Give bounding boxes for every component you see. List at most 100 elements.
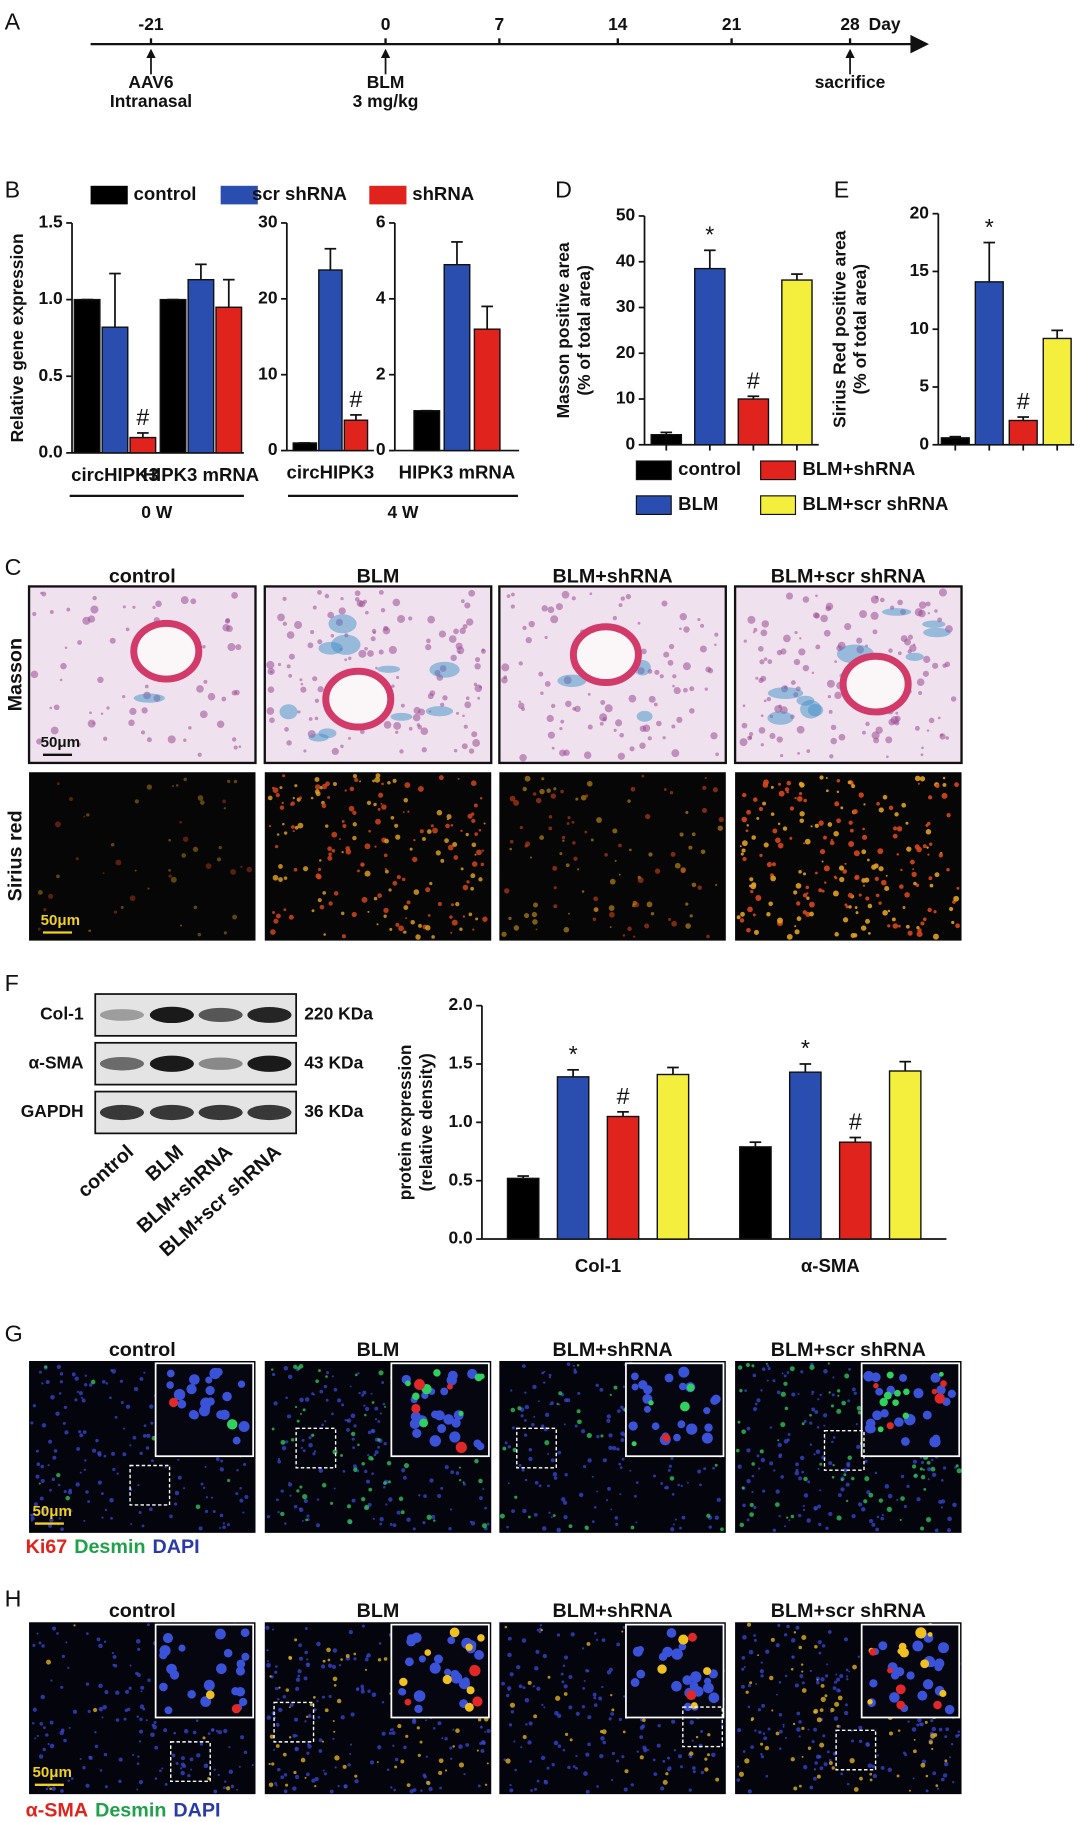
nucleus [486,1522,490,1526]
tissue-cell [90,605,99,614]
bar [650,433,683,446]
nucleus [277,1767,281,1772]
y-tick-label: 15 [910,260,930,280]
tissue-cell [700,623,705,628]
tissue-cell [464,701,472,709]
nucleus [67,1779,70,1782]
sirius-stain [746,927,751,933]
sirius-stain [361,863,364,867]
tissue-cell [89,711,92,715]
sirius-stain [413,889,420,895]
event-label: sacrifice [815,72,886,92]
nucleus [332,1648,338,1653]
nucleus [316,1498,320,1501]
nucleus [332,1737,335,1741]
nucleus [316,1700,319,1703]
nucleus [163,1728,168,1733]
tissue-cell [565,700,572,708]
desmin [750,1717,755,1721]
sirius-stain [865,918,870,924]
nucleus [509,1783,512,1787]
sirius-stain [922,917,927,922]
inset-nucleus [431,1410,439,1419]
inset-nucleus [875,1387,884,1396]
nucleus [478,1496,483,1501]
tissue-cell [888,648,893,653]
sirius-stain [910,859,915,865]
nucleus [653,1474,657,1478]
inset-nucleus [186,1383,197,1395]
nucleus [809,1785,814,1790]
tissue-cell [637,621,641,625]
sirius-stain [168,869,171,872]
nucleus [944,1735,948,1739]
nucleus [147,1678,151,1683]
tissue-cell [92,722,95,725]
nucleus [782,1723,785,1726]
nucleus [68,1726,71,1729]
desmin [836,1408,842,1414]
significance-marker: # [747,367,760,393]
nucleus [177,1475,182,1480]
tissue-cell [519,754,527,762]
sirius-stain [387,780,391,785]
tissue-cell [59,678,63,682]
nucleus [480,1749,485,1753]
nucleus [36,1462,41,1467]
nucleus [782,1725,785,1728]
nucleus [469,1520,473,1524]
sirius-stain [809,911,814,917]
sirius-stain [378,792,384,798]
desmin [920,1474,926,1480]
sirius-stain [181,853,187,858]
inset-nucleus [241,1652,250,1661]
desmin [499,1513,505,1519]
sirius-stain [352,774,358,779]
desmin [816,1774,821,1779]
nucleus [429,1478,434,1483]
tissue-cell [679,612,687,621]
nucleus [402,1475,407,1480]
nucleus [280,1775,285,1780]
tissue-cell [207,692,216,701]
nucleus [205,1763,208,1766]
sirius-stain [885,874,888,877]
sirius-stain [855,911,859,915]
sirius-stain [218,845,222,850]
sirius-stain [745,829,749,833]
sirius-stain [314,777,320,782]
nucleus [101,1516,104,1519]
sirius-stain [946,867,950,872]
inset-nucleus [631,1372,639,1381]
tissue-cell [811,671,815,675]
desmin [944,1759,948,1763]
bar [940,437,970,446]
sirius-stain [770,812,775,816]
nucleus [864,1459,868,1463]
inset [860,1623,961,1719]
inset-signal [886,1422,894,1430]
nucleus [289,1494,292,1497]
nucleus [823,1437,826,1440]
tissue-cell [317,589,322,595]
sirius-stain [618,843,622,848]
desmin [908,1789,911,1792]
desmin [665,1772,669,1776]
desmin [878,1498,884,1503]
collagen [308,733,329,742]
desmin [353,1652,357,1656]
sirius-stain [475,917,479,921]
sirius-stain [750,883,757,890]
nucleus [557,1713,562,1718]
tissue-cell [501,663,510,672]
nucleus [692,1770,696,1774]
nucleus [425,1719,428,1722]
column-label: control [109,565,176,587]
timeline-tick-label: 14 [608,14,628,34]
tissue-cell [828,709,833,714]
significance-marker: * [705,222,714,248]
tissue-cell [794,630,798,635]
tissue-cell [776,649,783,656]
bar [781,279,813,446]
nucleus [239,1486,242,1490]
